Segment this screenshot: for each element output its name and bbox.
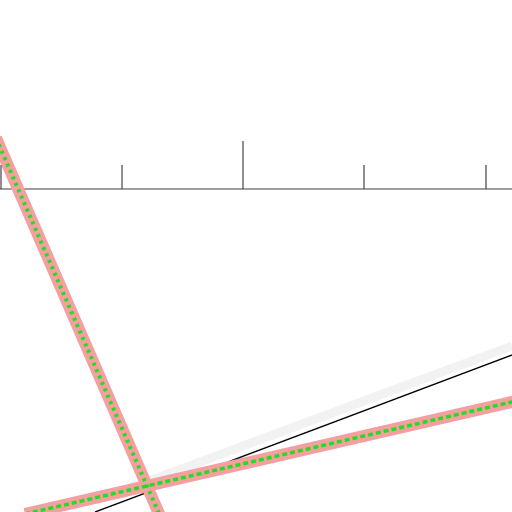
dotted-guide — [0, 142, 161, 512]
highlight-line — [0, 135, 165, 512]
dashed-guide — [25, 400, 512, 512]
faint-band — [128, 341, 512, 493]
